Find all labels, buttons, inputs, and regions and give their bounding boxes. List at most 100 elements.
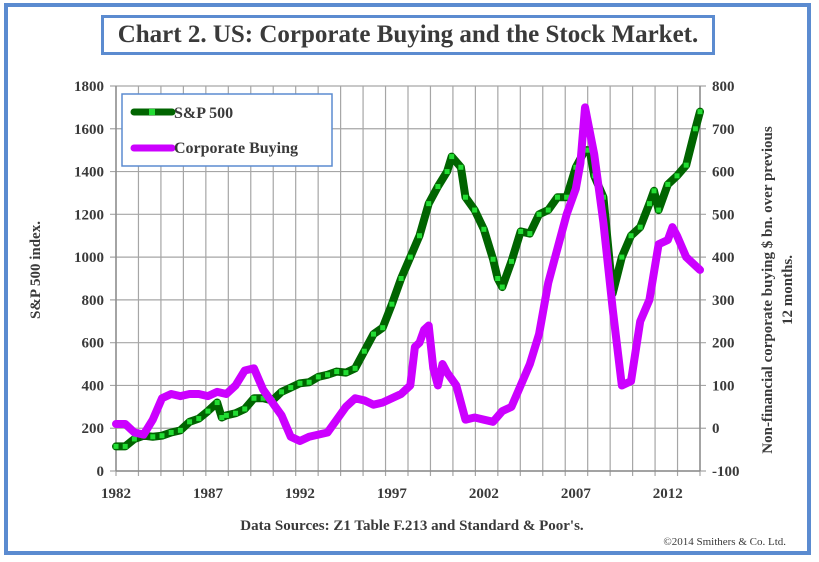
data-point-sp500	[495, 276, 501, 281]
data-point-sp500	[674, 173, 680, 179]
data-point-sp500	[352, 365, 358, 371]
data-point-sp500	[389, 301, 395, 307]
x-tick-label: 2002	[469, 486, 499, 502]
data-point-sp500	[462, 194, 468, 200]
y2-tick-label: 300	[712, 293, 735, 309]
data-point-sp500	[435, 184, 441, 190]
data-point-sp500	[564, 194, 570, 200]
data-point-sp500	[187, 419, 193, 425]
data-point-sp500	[233, 410, 239, 416]
y2-tick-label: 200	[712, 336, 735, 352]
x-tick-label: 1992	[285, 486, 315, 502]
data-point-sp500	[619, 254, 625, 260]
chart-title: Chart 2. US: Corporate Buying and the St…	[117, 21, 699, 48]
y-tick-label: 800	[82, 293, 105, 309]
data-point-sp500	[444, 169, 450, 175]
legend-box	[121, 93, 333, 167]
y2-tick-label: 600	[712, 165, 735, 181]
data-point-sp500	[458, 164, 464, 170]
y-tick-label: 1200	[74, 207, 104, 223]
y-tick-label: 1600	[74, 122, 104, 138]
y-tick-label: 0	[97, 464, 105, 480]
source-note: Data Sources: Z1 Table F.213 and Standar…	[240, 518, 584, 534]
data-point-sp500	[196, 416, 202, 422]
data-point-sp500	[343, 370, 349, 376]
y-tick-label: 200	[82, 421, 105, 437]
axes: 0 200 400 600 800 1000 1200 1400 1600 1800 -100 0 10…	[74, 79, 740, 502]
data-point-sp500	[251, 395, 257, 401]
data-point-sp500	[646, 201, 652, 207]
y2-tick-label: 800	[712, 79, 735, 95]
data-point-sp500	[177, 427, 183, 433]
data-point-sp500	[260, 395, 266, 401]
data-point-sp500	[628, 233, 634, 239]
data-point-sp500	[297, 380, 303, 386]
data-point-sp500	[692, 126, 698, 132]
y-tick-label: 600	[82, 336, 105, 352]
series-layer	[112, 103, 704, 451]
data-point-sp500	[508, 258, 514, 264]
data-point-sp500	[242, 406, 248, 412]
y-tick-label: 1400	[74, 165, 104, 181]
y-axis-title: S&P 500 index.	[28, 221, 44, 319]
data-point-sp500	[536, 211, 542, 217]
y2-tick-label: 700	[712, 122, 735, 138]
data-point-sp500	[426, 201, 432, 207]
data-point-sp500	[449, 154, 455, 160]
y2-tick-label: 500	[712, 207, 735, 223]
data-point-sp500	[398, 276, 404, 281]
data-point-sp500	[490, 256, 496, 262]
data-point-sp500	[361, 348, 367, 354]
data-point-sp500	[518, 228, 524, 234]
data-point-sp500	[656, 207, 662, 213]
y-tick-label: 400	[82, 378, 105, 394]
legend-marker-sp500	[149, 109, 155, 115]
y2-tick-label: 100	[712, 378, 735, 394]
data-point-sp500	[315, 374, 321, 380]
title-box: Chart 2. US: Corporate Buying and the St…	[101, 15, 715, 55]
data-point-sp500	[637, 224, 643, 230]
x-tick-label: 1982	[101, 486, 131, 502]
data-point-sp500	[214, 400, 220, 406]
data-point-sp500	[279, 389, 285, 395]
data-point-sp500	[499, 284, 505, 290]
data-point-sp500	[481, 226, 487, 232]
data-point-sp500	[122, 443, 128, 449]
y2-tick-label: -100	[712, 464, 740, 480]
data-point-sp500	[380, 325, 386, 331]
legend: S&P 500 Corporate Buying	[121, 93, 333, 167]
legend-label-corporate-buying: Corporate Buying	[174, 140, 298, 157]
data-point-sp500	[223, 412, 229, 418]
data-point-sp500	[219, 415, 225, 421]
data-point-sp500	[325, 372, 331, 378]
series-line-corporate-buying	[112, 103, 704, 446]
x-tick-label: 2007	[561, 486, 592, 502]
data-point-sp500	[288, 385, 294, 391]
y2-axis-title-line2: 12 months.	[780, 255, 796, 325]
data-point-sp500	[527, 231, 533, 237]
x-tick-label: 2012	[653, 486, 683, 502]
data-point-sp500	[159, 433, 165, 439]
data-point-sp500	[371, 331, 377, 337]
data-point-sp500	[545, 207, 551, 213]
data-point-sp500	[416, 233, 422, 239]
y2-tick-label: 400	[712, 250, 735, 266]
data-point-sp500	[683, 162, 689, 168]
x-tick-label: 1987	[193, 486, 224, 502]
data-point-sp500	[205, 408, 211, 414]
data-point-sp500	[168, 430, 174, 435]
legend-label-sp500: S&P 500	[174, 105, 233, 122]
copyright-note: ©2014 Smithers & Co. Ltd.	[663, 536, 786, 548]
data-point-sp500	[665, 181, 671, 187]
data-point-sp500	[554, 194, 560, 200]
y-tick-label: 1800	[74, 79, 104, 95]
y-tick-label: 1000	[74, 250, 104, 266]
data-point-sp500	[334, 369, 340, 375]
data-point-sp500	[150, 434, 156, 440]
data-point-sp500	[306, 379, 312, 385]
x-tick-label: 1997	[377, 486, 408, 502]
y2-axis-title-line1: Non-financial corporate buying $ bn. ove…	[760, 126, 776, 454]
data-point-sp500	[651, 188, 657, 194]
data-point-sp500	[131, 436, 137, 442]
data-point-sp500	[472, 207, 478, 213]
